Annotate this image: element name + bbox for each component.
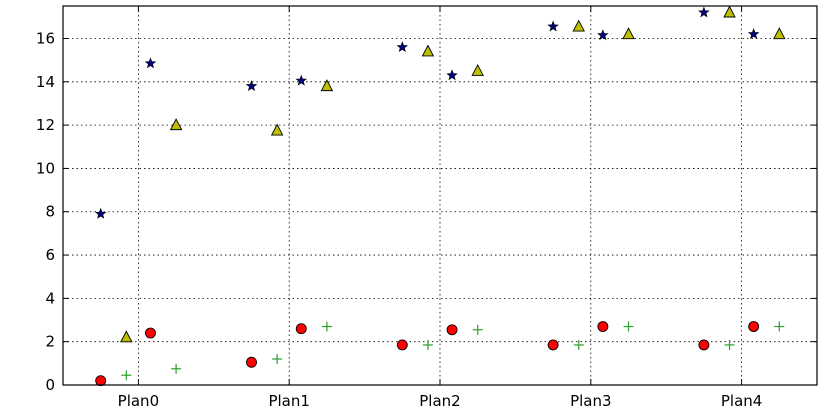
data-point-triangle	[270, 123, 284, 136]
data-point-circle	[295, 323, 307, 335]
data-point-circle	[698, 339, 710, 351]
data-point-triangle	[572, 19, 585, 32]
data-point-plus	[623, 321, 634, 332]
data-point-plus	[724, 339, 735, 350]
y-tick-label: 4	[45, 289, 55, 307]
data-points	[94, 5, 786, 387]
data-point-plus	[321, 321, 332, 332]
data-point-triangle	[169, 118, 183, 131]
y-tick-label: 14	[36, 73, 55, 91]
x-tick-label: Plan1	[268, 392, 309, 410]
data-point-triangle	[622, 27, 635, 40]
data-point-triangle	[120, 330, 133, 343]
data-point-plus	[573, 339, 584, 350]
y-tick-label: 2	[45, 333, 55, 351]
data-point-plus	[272, 354, 283, 365]
data-point-circle	[396, 339, 408, 351]
y-tick-label: 0	[45, 376, 55, 394]
y-tick-label: 12	[36, 116, 55, 134]
data-point-triangle	[723, 5, 736, 18]
data-point-star	[547, 20, 559, 32]
data-point-star	[94, 207, 107, 219]
grid	[63, 6, 817, 386]
data-point-circle	[597, 321, 609, 332]
y-tick-label: 8	[45, 203, 55, 221]
data-point-circle	[547, 339, 559, 351]
y-tick-label: 16	[36, 29, 55, 47]
data-point-star	[295, 74, 308, 86]
y-tick-label: 6	[45, 246, 55, 264]
x-tick-label: Plan0	[118, 392, 159, 410]
data-point-plus	[171, 363, 182, 374]
data-point-star	[396, 41, 409, 53]
data-point-plus	[774, 321, 785, 332]
x-tick-label: Plan2	[419, 392, 460, 410]
data-point-star	[144, 57, 157, 69]
data-point-plus	[472, 324, 483, 335]
data-point-circle	[145, 327, 156, 339]
data-point-circle	[446, 324, 458, 336]
data-point-triangle	[471, 64, 484, 76]
data-point-star	[446, 69, 458, 81]
x-tick-label: Plan3	[570, 392, 611, 410]
axis-ticks	[63, 6, 817, 386]
data-point-triangle	[421, 44, 435, 57]
data-point-plus	[121, 370, 132, 381]
y-tick-label: 10	[36, 159, 55, 177]
data-point-circle	[95, 375, 107, 387]
data-point-triangle	[773, 27, 786, 40]
data-point-star	[698, 6, 710, 18]
data-point-circle	[246, 356, 257, 368]
data-point-star	[245, 80, 258, 92]
axis-labels: 0 2 4 6 8 10 12 14 16 Plan0 Plan1 Plan2 Plan3 Plan4	[36, 29, 762, 410]
data-point-star	[597, 29, 609, 41]
data-point-triangle	[320, 79, 334, 92]
x-tick-label: Plan4	[721, 392, 762, 410]
data-point-plus	[422, 339, 433, 350]
data-point-star	[747, 28, 760, 40]
data-point-circle	[748, 321, 760, 332]
